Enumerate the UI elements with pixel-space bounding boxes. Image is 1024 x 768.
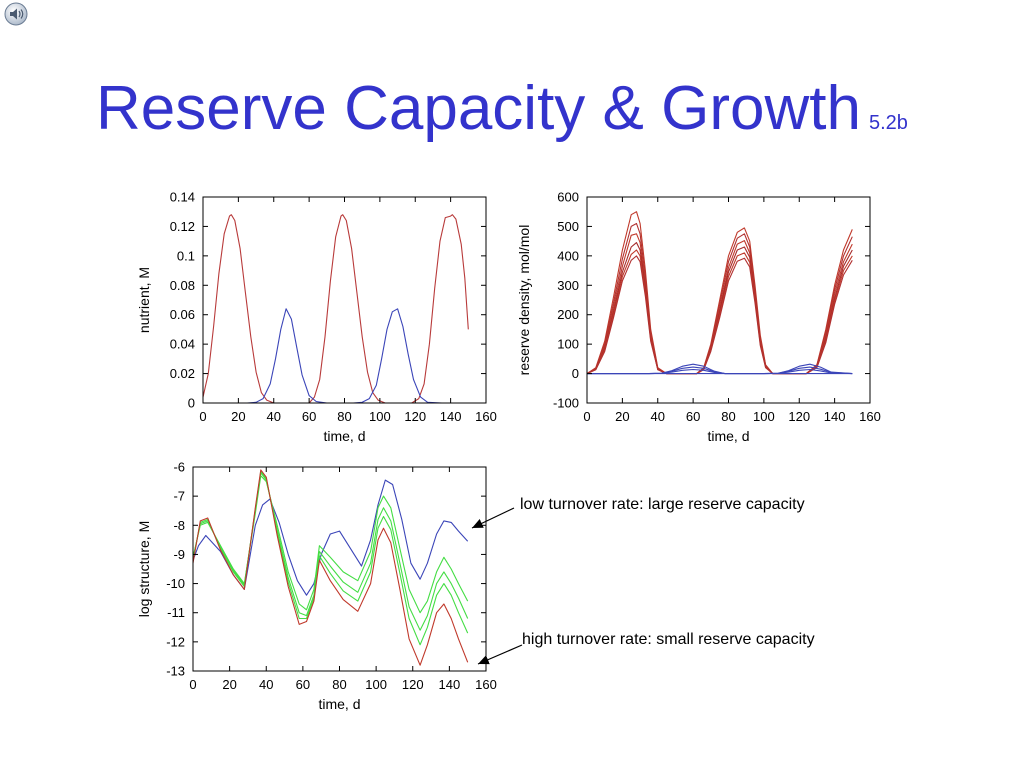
section-number: 5.2b [868,112,908,134]
nutrient-x-tick-label: 160 [475,409,497,424]
reserve-density-y-tick-label: 300 [557,278,579,293]
reserve-density-x-tick-label: 120 [788,409,810,424]
log-structure-x-tick-label: 20 [222,677,236,692]
log-structure-y-tick-label: -12 [166,634,185,649]
nutrient-x-tick-label: 20 [231,409,245,424]
reserve-density-y-tick-label: 200 [557,307,579,322]
reserve-density-x-axis-label: time, d [707,428,749,444]
reserve-density-y-tick-label: -100 [553,396,579,411]
log-structure-y-tick-label: -8 [173,518,185,533]
reserve-density-y-axis-label: reserve density, mol/mol [516,225,532,376]
reserve-density-x-tick-label: 100 [753,409,775,424]
log-structure-y-tick-label: -11 [167,605,185,620]
log-structure-chart: 0 20 40 60 80 100 120 140 160 -13 -12 -11 -10 -9 -8 -7 -… [136,460,497,713]
log-structure-y-tick-label: -7 [173,489,185,504]
log-structure-x-tick-label: 140 [439,677,461,692]
low-turnover-arrow [471,507,515,529]
log-structure-x-axis-label: time, d [318,696,360,712]
nutrient-x-tick-label: 40 [267,409,281,424]
reserve-density-x-tick-label: 40 [651,409,665,424]
log-structure-x-tick-label: 40 [259,677,273,692]
reserve-density-y-tick-label: 500 [557,219,579,234]
slide-title: Reserve Capacity & Growth 5.2b [96,70,908,162]
nutrient-y-axis-label: nutrient, M [136,267,152,333]
high-turnover-annotation: high turnover rate: small reserve capaci… [522,631,815,648]
nutrient-y-tick-label: 0.14 [170,190,195,205]
nutrient-x-tick-label: 120 [404,409,426,424]
log-structure-y-tick-label: -10 [166,576,185,591]
nutrient-x-tick-label: 80 [337,409,351,424]
reserve-density-x-tick-label: 0 [583,409,590,424]
nutrient-y-tick-label: 0.1 [177,248,195,263]
nutrient-y-tick-label: 0.12 [170,219,195,234]
log-structure-x-tick-label: 160 [475,677,497,692]
low-turnover-annotation: low turnover rate: large reserve capacit… [520,496,805,513]
nutrient-x-tick-label: 60 [302,409,316,424]
log-structure-x-tick-label: 60 [296,677,310,692]
nutrient-y-tick-label: 0.08 [170,278,195,293]
reserve-density-x-tick-label: 60 [686,409,700,424]
log-structure-y-tick-label: -6 [173,460,185,475]
speaker-icon[interactable] [4,2,28,26]
log-structure-y-tick-label: -13 [166,664,185,679]
log-structure-series-4 [192,469,469,666]
reserve-density-x-tick-label: 20 [615,409,629,424]
reserve-density-y-tick-label: 0 [572,366,579,381]
log-structure-x-tick-label: 80 [332,677,346,692]
reserve-density-y-tick-label: 600 [557,190,579,205]
log-structure-y-tick-label: -9 [173,547,185,562]
nutrient-chart: 0 20 40 60 80 100 120 140 160 0 0.02 0.04 0.06 0.08 0.… [136,190,497,445]
nutrient-series-0 [202,214,469,404]
slide-title-text: Reserve Capacity & Growth [96,74,861,143]
nutrient-y-tick-label: 0.04 [170,337,195,352]
high-turnover-arrow [477,644,523,665]
log-structure-y-axis-label: log structure, M [136,521,152,617]
reserve-density-x-tick-label: 140 [824,409,846,424]
nutrient-y-tick-label: 0.06 [170,307,195,322]
reserve-density-x-tick-label: 80 [721,409,735,424]
reserve-density-chart: 0 20 40 60 80 100 120 140 160 -100 0 100 200 300 400 50… [516,190,881,445]
nutrient-x-tick-label: 0 [199,409,206,424]
nutrient-x-axis-label: time, d [323,428,365,444]
nutrient-x-tick-label: 100 [369,409,391,424]
reserve-density-x-tick-label: 160 [859,409,881,424]
reserve-density-y-tick-label: 400 [557,248,579,263]
log-structure-x-tick-label: 0 [189,677,196,692]
log-structure-x-tick-label: 120 [402,677,424,692]
log-structure-x-tick-label: 100 [365,677,387,692]
nutrient-x-tick-label: 140 [440,409,462,424]
nutrient-y-tick-label: 0 [188,396,195,411]
reserve-density-y-tick-label: 100 [557,337,579,352]
nutrient-y-tick-label: 0.02 [170,366,195,381]
